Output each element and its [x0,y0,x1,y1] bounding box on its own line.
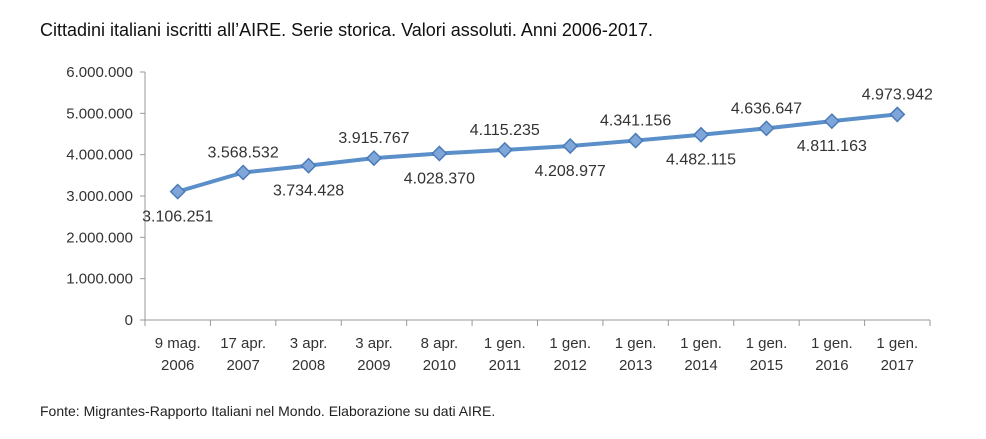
x-tick-label-date: 1 gen. [876,335,918,352]
x-tick-label: 1 gen. 2011 [484,335,526,374]
data-label: 4.115.235 [470,122,540,139]
chart-axes [144,72,930,321]
x-tick-label: 1 gen. 2012 [549,335,591,374]
x-tick-label: 1 gen. 2017 [876,335,918,374]
x-tick-label-date: 1 gen. [484,335,526,352]
y-tick-label: 2.000.000 [66,229,133,246]
x-tick-label: 3 apr. 2009 [355,335,393,374]
data-point [235,164,252,181]
x-tick-label-year: 2010 [423,357,456,374]
x-tick-label-year: 2007 [226,357,259,374]
data-label: 3.734.428 [273,183,344,200]
data-point [562,137,579,155]
x-tick-label-date: 3 apr. [355,335,393,352]
x-tick-label-year: 2014 [684,357,717,374]
y-tick-label: 5.000.000 [66,105,133,122]
line-chart: 0 1.000.000 2.000.000 3.000.000 4.000.000 5.0… [66,64,933,374]
data-point [692,126,710,143]
x-tick-label-date: 1 gen. [811,335,853,352]
x-tick-label-date: 9 mag. [155,335,201,352]
data-point [889,106,906,123]
x-tick-label: 17 apr. 2007 [220,335,266,374]
x-tick-label-year: 2017 [881,357,914,374]
x-tick-label-year: 2012 [554,357,587,374]
data-label: 4.482.115 [666,152,736,169]
x-tick-label: 1 gen. 2013 [615,335,657,374]
x-tick-label-date: 1 gen. [746,335,788,352]
x-tick-label-year: 2011 [489,357,521,374]
x-tick-label-date: 1 gen. [549,335,591,352]
data-label: 4.028.370 [404,170,475,187]
x-tick-label-date: 1 gen. [680,335,722,352]
x-axis-ticks: 9 mag. 2006 17 apr. 2007 3 apr. 2008 3 apr. 200… [144,320,931,374]
y-tick-label: 0 [125,312,133,329]
data-markers [169,106,906,200]
data-point [758,120,775,137]
x-tick-label-year: 2015 [750,357,783,374]
y-tick-label: 1.000.000 [66,271,133,288]
x-tick-label-year: 2008 [292,357,325,374]
data-label: 4.341.156 [600,113,671,130]
x-tick-label-date: 17 apr. [220,335,266,352]
data-point [169,183,186,200]
x-tick-label: 1 gen. 2016 [811,335,853,374]
data-point [627,132,644,149]
y-axis-ticks: 0 1.000.000 2.000.000 3.000.000 4.000.000 5.0… [66,64,145,329]
series-line-group [175,112,900,194]
y-tick-label: 4.000.000 [66,147,133,164]
x-tick-label: 1 gen. 2014 [680,335,722,374]
data-label: 3.568.532 [208,145,279,162]
x-tick-label-date: 1 gen. [615,335,657,352]
data-label: 3.106.251 [142,209,213,226]
data-point [300,157,317,174]
data-label: 4.636.647 [731,100,802,117]
x-tick-label: 3 apr. 2008 [290,335,328,374]
data-point [431,145,448,162]
y-tick-label: 6.000.000 [66,64,133,81]
data-point [496,141,513,158]
data-label: 3.915.767 [338,130,409,147]
x-tick-label: 8 apr. 2010 [421,335,459,374]
data-point [823,113,840,130]
x-tick-label-year: 2009 [357,357,390,374]
data-label: 4.811.163 [797,138,867,155]
data-point [365,150,383,167]
y-tick-label: 3.000.000 [66,188,133,205]
x-tick-label-date: 8 apr. [421,335,459,352]
x-tick-label: 1 gen. 2015 [746,335,788,374]
x-tick-label-year: 2013 [619,357,652,374]
chart-title: Cittadini italiani iscritti all’AIRE. Se… [40,20,653,40]
x-tick-label: 9 mag. 2006 [155,335,201,374]
data-labels: 3.106.251 3.568.532 3.734.428 3.915.767 4.02… [142,86,933,225]
x-tick-label-date: 3 apr. [290,335,328,352]
series-line [175,112,900,194]
data-label: 4.208.977 [535,163,606,180]
x-tick-label-year: 2006 [161,357,194,374]
x-tick-label-year: 2016 [815,357,848,374]
data-label: 4.973.942 [862,86,933,103]
chart-source: Fonte: Migrantes-Rapporto Italiani nel M… [40,403,496,419]
